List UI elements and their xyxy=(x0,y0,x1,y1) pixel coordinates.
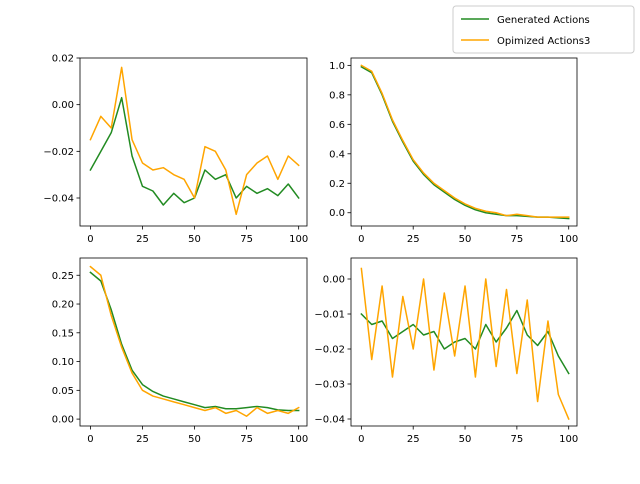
y-tick-label: 0.4 xyxy=(329,149,345,160)
x-tick-label: 100 xyxy=(559,234,578,245)
x-tick-label: 50 xyxy=(188,434,201,445)
series-line-generated xyxy=(360,309,570,375)
x-tick-label: 75 xyxy=(240,234,253,245)
y-tick-label: −0.02 xyxy=(314,345,345,356)
axes-frame xyxy=(79,257,308,427)
x-tick-label: 25 xyxy=(407,234,420,245)
y-tick-label: 1.0 xyxy=(329,61,345,72)
x-tick-label: 0 xyxy=(87,434,93,445)
y-tick-label: 0.00 xyxy=(52,415,74,426)
y-tick-label: 0.0 xyxy=(329,208,345,219)
legend-frame xyxy=(452,5,635,54)
series-line-optimized xyxy=(89,66,300,216)
y-tick-label: 0.2 xyxy=(329,179,345,190)
series-line-generated xyxy=(89,271,300,412)
legend: Generated Actions Opimized Actions3 xyxy=(452,5,635,54)
y-tick-label: 0.20 xyxy=(52,300,74,311)
y-tick-label: −0.04 xyxy=(314,415,345,426)
axes-frame xyxy=(350,57,578,227)
y-tick-label: 0.25 xyxy=(52,271,74,282)
x-tick-label: 100 xyxy=(559,434,578,445)
y-tick-label: 0.05 xyxy=(52,386,74,397)
x-tick-label: 50 xyxy=(459,234,472,245)
x-tick-label: 75 xyxy=(511,234,524,245)
subplot-bottom-right: 0 25 50 75 100 −0.04 −0.03 −0.02 −0.01 0.00 xyxy=(314,257,578,445)
y-tick-label: −0.01 xyxy=(314,310,345,321)
y-tick-label: 0.00 xyxy=(323,275,345,286)
x-tick-label: 100 xyxy=(289,434,308,445)
x-tick-label: 25 xyxy=(136,434,149,445)
subplot-bottom-left: 0 25 50 75 100 0.00 0.05 0.10 0.15 0.20 0.25 xyxy=(52,257,308,445)
x-tick-label: 75 xyxy=(240,434,253,445)
subplot-top-left: 0 25 50 75 100 −0.04 −0.02 0.00 0.02 xyxy=(43,54,308,246)
y-tick-label: 0.02 xyxy=(52,54,74,65)
legend-label-generated: Generated Actions xyxy=(497,15,590,26)
x-tick-label: 25 xyxy=(407,434,420,445)
axes-frame xyxy=(79,57,308,227)
y-tick-label: 0.8 xyxy=(329,90,345,101)
series-line-optimized xyxy=(360,267,570,420)
subplot-top-right: 0 25 50 75 100 0.0 0.2 0.4 0.6 0.8 1.0 xyxy=(329,57,578,245)
x-tick-label: 75 xyxy=(511,434,524,445)
legend-label-optimized: Opimized Actions3 xyxy=(497,36,590,47)
y-tick-label: −0.02 xyxy=(43,147,74,158)
x-tick-label: 100 xyxy=(289,234,308,245)
x-tick-label: 50 xyxy=(188,234,201,245)
y-tick-label: 0.6 xyxy=(329,120,345,131)
series-line-optimized xyxy=(89,265,300,417)
x-tick-label: 0 xyxy=(87,234,93,245)
x-tick-label: 0 xyxy=(358,434,364,445)
y-tick-label: −0.03 xyxy=(314,380,345,391)
series-line-optimized xyxy=(360,64,570,218)
axes-frame xyxy=(350,257,578,427)
y-tick-label: 0.15 xyxy=(52,328,74,339)
y-tick-label: −0.04 xyxy=(43,194,74,205)
x-tick-label: 0 xyxy=(358,234,364,245)
x-tick-label: 25 xyxy=(136,234,149,245)
y-tick-label: 0.10 xyxy=(52,357,74,368)
y-tick-label: 0.00 xyxy=(52,100,74,111)
x-tick-label: 50 xyxy=(459,434,472,445)
